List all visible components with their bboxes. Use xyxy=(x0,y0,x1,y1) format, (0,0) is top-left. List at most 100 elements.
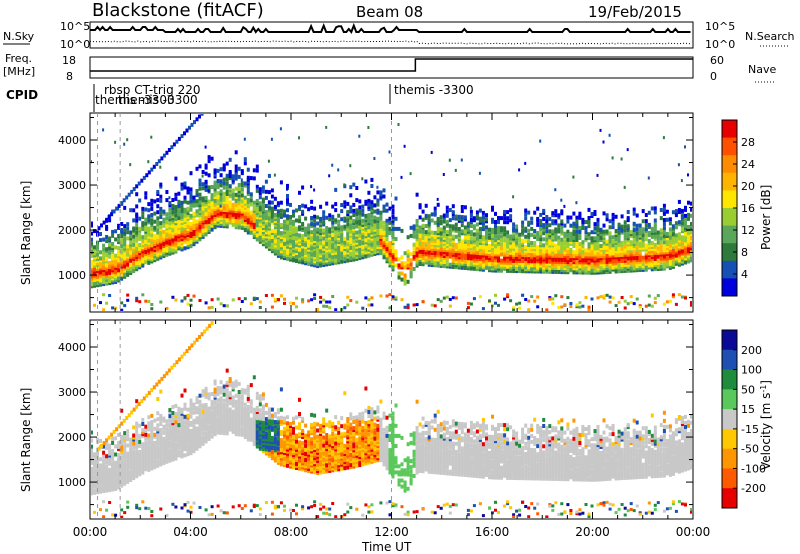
power-cell xyxy=(301,209,305,214)
power-cell xyxy=(554,269,558,274)
power-cell xyxy=(521,228,525,233)
power-cell xyxy=(469,217,473,222)
power-cell xyxy=(680,295,684,299)
power-cell xyxy=(629,252,633,257)
power-cell xyxy=(276,217,280,222)
power-cell xyxy=(337,231,341,236)
power-cell xyxy=(117,264,121,269)
power-cell xyxy=(141,237,145,242)
power-cell xyxy=(343,216,347,221)
power-cell xyxy=(319,300,323,304)
power-cell xyxy=(186,233,190,238)
power-cell xyxy=(207,189,210,193)
power-cell xyxy=(494,250,497,255)
power-cell xyxy=(102,268,106,272)
power-cell xyxy=(114,269,118,274)
power-cell xyxy=(641,227,645,232)
power-cell xyxy=(503,242,507,247)
power-cell xyxy=(557,235,561,240)
power-cell xyxy=(638,229,642,234)
power-cell xyxy=(201,210,205,215)
power-cell xyxy=(286,194,289,198)
power-cell xyxy=(258,233,262,238)
power-cell xyxy=(385,202,389,207)
power-cell xyxy=(346,218,350,223)
power-cell xyxy=(611,253,615,258)
power-cell xyxy=(530,295,534,299)
power-cell xyxy=(485,229,488,234)
power-cell xyxy=(680,208,684,213)
power-cell xyxy=(361,208,365,213)
power-cell xyxy=(123,142,126,146)
power-cell xyxy=(620,214,624,219)
power-cell xyxy=(258,195,262,200)
power-cell xyxy=(292,240,295,245)
power-cell xyxy=(548,239,552,244)
power-cell xyxy=(352,202,356,207)
power-cell xyxy=(379,247,383,252)
power-cell xyxy=(246,230,250,235)
power-cell xyxy=(340,217,344,222)
power-cell xyxy=(602,252,606,256)
velocity-cell xyxy=(132,445,136,450)
power-cell xyxy=(551,241,555,246)
power-cell xyxy=(192,234,196,239)
power-cell xyxy=(524,208,528,213)
power-cell xyxy=(512,269,516,273)
power-cell xyxy=(439,227,443,232)
power-cell xyxy=(322,228,326,233)
power-cell xyxy=(415,261,419,266)
velocity-cell xyxy=(111,475,115,480)
power-cell xyxy=(391,253,395,258)
power-cell xyxy=(545,237,549,242)
velocity-cell xyxy=(96,453,99,458)
power-cell xyxy=(222,224,226,229)
power-cell xyxy=(536,305,540,309)
power-cell xyxy=(575,250,579,255)
power-cell xyxy=(512,306,516,310)
power-cell xyxy=(252,229,256,234)
power-cell xyxy=(208,103,211,107)
power-cell xyxy=(213,198,217,203)
power-cell xyxy=(418,245,422,250)
power-cell xyxy=(557,245,561,250)
power-cell xyxy=(258,187,262,192)
power-cell xyxy=(132,267,136,272)
power-cell xyxy=(165,198,169,203)
power-cell xyxy=(536,237,540,242)
power-cell xyxy=(283,227,286,232)
power-cell xyxy=(445,240,449,245)
power-cell xyxy=(478,235,482,239)
velocity-cell xyxy=(111,451,115,456)
power-cell xyxy=(629,266,633,271)
power-cell xyxy=(140,178,144,183)
power-cell xyxy=(635,235,639,240)
power-cell xyxy=(246,214,250,219)
power-cell xyxy=(240,199,244,204)
power-cell xyxy=(454,242,458,247)
power-cell xyxy=(379,228,383,233)
power-cell xyxy=(255,227,259,232)
power-cell xyxy=(503,216,507,221)
power-cell xyxy=(325,230,329,234)
power-cell xyxy=(283,297,286,301)
power-cell xyxy=(427,260,431,265)
velocity-cell xyxy=(126,443,130,448)
power-cell xyxy=(578,305,582,309)
power-cell xyxy=(623,244,627,249)
power-cell xyxy=(210,203,214,208)
power-cell xyxy=(352,235,356,240)
power-cell xyxy=(641,255,645,260)
power-cell xyxy=(671,210,675,215)
power-cell xyxy=(189,191,193,196)
power-cell xyxy=(168,221,172,226)
power-cell xyxy=(129,234,133,239)
power-cell xyxy=(494,238,497,243)
power-cell xyxy=(138,261,142,266)
velocity-cell xyxy=(138,433,142,438)
power-cell xyxy=(316,227,320,232)
power-cell xyxy=(436,253,440,258)
power-cell xyxy=(192,294,196,298)
power-cell xyxy=(120,248,124,253)
power-cell xyxy=(665,217,669,222)
